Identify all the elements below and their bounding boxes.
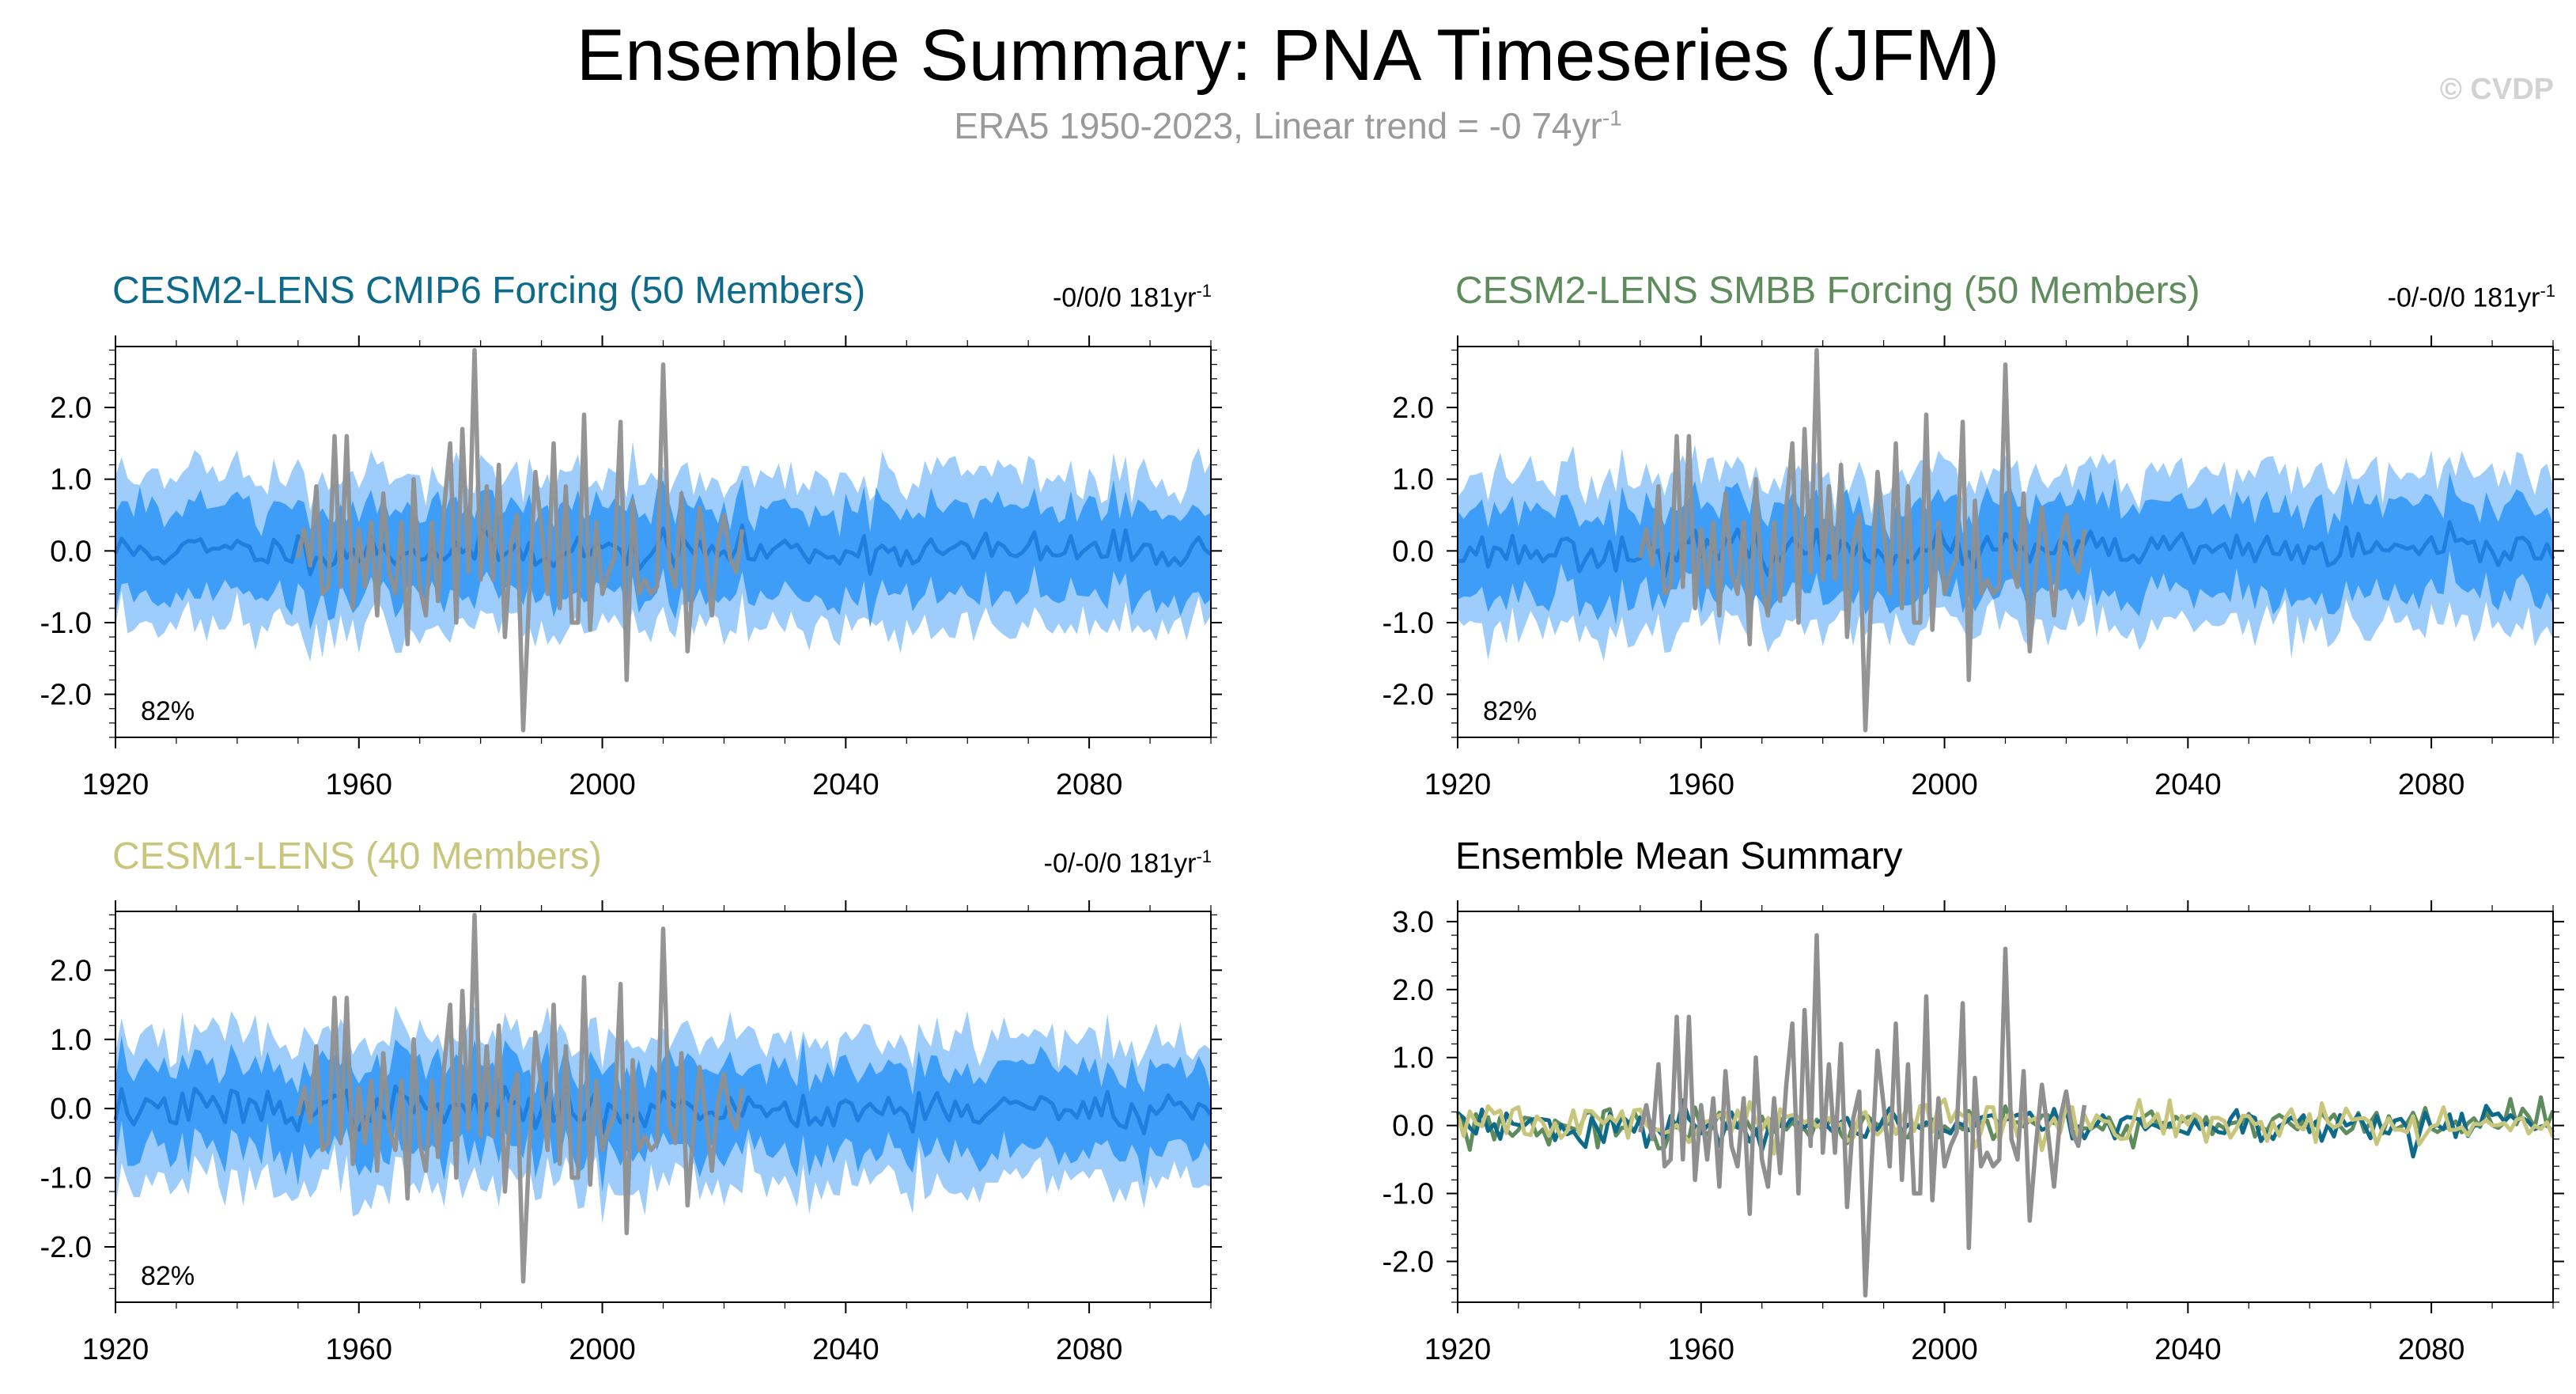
chart-cesm1: -2.0 -1.0 0.0 1.0 2.0 1920 1960 2000 2040 2080 82%: [40, 900, 1222, 1366]
observations-line: [296, 347, 745, 733]
trend-text: -0/-0/0 181yr: [2387, 282, 2540, 313]
y-tick-label: 2.0: [50, 392, 92, 425]
x-tick-label: 1920: [1424, 768, 1492, 801]
y-tick-label: -2.0: [1383, 1245, 1434, 1278]
trend-text: -0/0/0 181yr: [1052, 282, 1197, 313]
y-tick-label: -1.0: [1383, 1178, 1434, 1211]
ensemble-inner-spread: [115, 1036, 1211, 1192]
ensemble-mean-line: [113, 1081, 1212, 1135]
x-tick-label: 2000: [569, 1333, 636, 1366]
y-tick-label: 2.0: [1392, 974, 1434, 1007]
ensemble-mean-line: [1457, 520, 2555, 578]
y-tick-label: 1.0: [50, 464, 92, 497]
x-tick-label: 2000: [1911, 1333, 1978, 1366]
observations-line: [1638, 933, 2087, 1298]
trend-label-cesm1: -0/-0/0 181yr-1: [1044, 847, 1212, 879]
x-tick-label: 2080: [1056, 1333, 1123, 1366]
y-tick-label: 1.0: [1392, 1042, 1434, 1075]
y-tick-label: 2.0: [50, 954, 92, 987]
ensemble-mean-line: [113, 523, 1212, 577]
subtitle-text: ERA5 1950-2023, Linear trend = -0 74yr: [954, 105, 1602, 146]
ensemble-inner-spread: [115, 479, 1211, 631]
page-title: Ensemble Summary: PNA Timeseries (JFM): [576, 15, 2000, 96]
percent-label: 82%: [141, 696, 195, 726]
y-tick-label: -1.0: [40, 1162, 92, 1195]
trend-superscript: -1: [1196, 847, 1212, 866]
x-tick-label: 2040: [812, 1333, 879, 1366]
trend-label-cesm2-smbb: -0/-0/0 181yr-1: [2388, 281, 2555, 313]
x-tick-label: 1920: [1424, 1333, 1492, 1366]
y-tick-label: 1.0: [1392, 464, 1434, 497]
percent-label: 82%: [141, 1261, 195, 1291]
x-tick-label: 2080: [2398, 768, 2465, 801]
mean-line-cesm1: [1455, 1097, 2555, 1156]
observations-line: [296, 912, 745, 1284]
y-tick-label: 0.0: [1392, 1110, 1434, 1143]
panel-title-cesm1: CESM1-LENS (40 Members): [112, 835, 602, 877]
panel-title-ensemble-mean: Ensemble Mean Summary: [1455, 835, 1903, 877]
percent-label: 82%: [1483, 696, 1537, 726]
y-tick-label: -1.0: [40, 607, 92, 640]
y-tick-label: -1.0: [1383, 607, 1434, 640]
page-subtitle: ERA5 1950-2023, Linear trend = -0 74yr-1: [0, 104, 2576, 147]
x-tick-label: 1920: [82, 768, 149, 801]
x-tick-label: 2040: [2154, 1333, 2222, 1366]
x-tick-label: 1960: [1668, 768, 1735, 801]
panel-title-cesm2-smbb: CESM2-LENS SMBB Forcing (50 Members): [1455, 270, 2200, 312]
y-tick-label: 1.0: [50, 1024, 92, 1057]
copyright-watermark: © CVDP: [2439, 73, 2554, 106]
x-tick-label: 2080: [2398, 1333, 2465, 1366]
y-tick-label: 2.0: [1392, 392, 1434, 425]
x-tick-label: 2000: [569, 768, 636, 801]
y-tick-label: 0.0: [50, 535, 92, 568]
chart-cesm2-smbb: -2.0 -1.0 0.0 1.0 2.0 1920 1960 2000 2040 2080 82%: [1383, 335, 2564, 801]
y-tick-label: 0.0: [50, 1093, 92, 1126]
x-tick-label: 1960: [326, 1333, 393, 1366]
y-tick-label: -2.0: [40, 679, 92, 712]
y-tick-label: 3.0: [1392, 906, 1434, 939]
x-tick-label: 2040: [2154, 768, 2222, 801]
x-tick-label: 1920: [82, 1333, 149, 1366]
x-tick-label: 2000: [1911, 768, 1978, 801]
x-tick-label: 2040: [812, 768, 879, 801]
x-tick-label: 1960: [1668, 1333, 1735, 1366]
trend-superscript: -1: [2540, 281, 2555, 301]
trend-superscript: -1: [1196, 281, 1212, 301]
x-tick-label: 1960: [326, 768, 393, 801]
subtitle-superscript: -1: [1602, 105, 1622, 131]
trend-text: -0/-0/0 181yr: [1043, 848, 1197, 879]
y-tick-label: -2.0: [1383, 679, 1434, 712]
y-tick-label: 0.0: [1392, 535, 1434, 568]
trend-label-cesm2-cmip6: -0/0/0 181yr-1: [1053, 281, 1212, 313]
ensemble-inner-spread: [1458, 470, 2553, 625]
chart-ensemble-mean-summary: -2.0 -1.0 0.0 1.0 2.0 3.0 1920 1960 2000 2040 2080: [1383, 900, 2564, 1366]
observations-line: [1638, 347, 2087, 733]
x-tick-label: 2080: [1056, 768, 1123, 801]
y-tick-label: -2.0: [40, 1231, 92, 1264]
chart-cesm2-cmip6: -2.0 -1.0 0.0 1.0 2.0 1920 1960 2000 2040 2080 82%: [40, 335, 1222, 801]
panel-title-cesm2-cmip6: CESM2-LENS CMIP6 Forcing (50 Members): [112, 270, 866, 312]
